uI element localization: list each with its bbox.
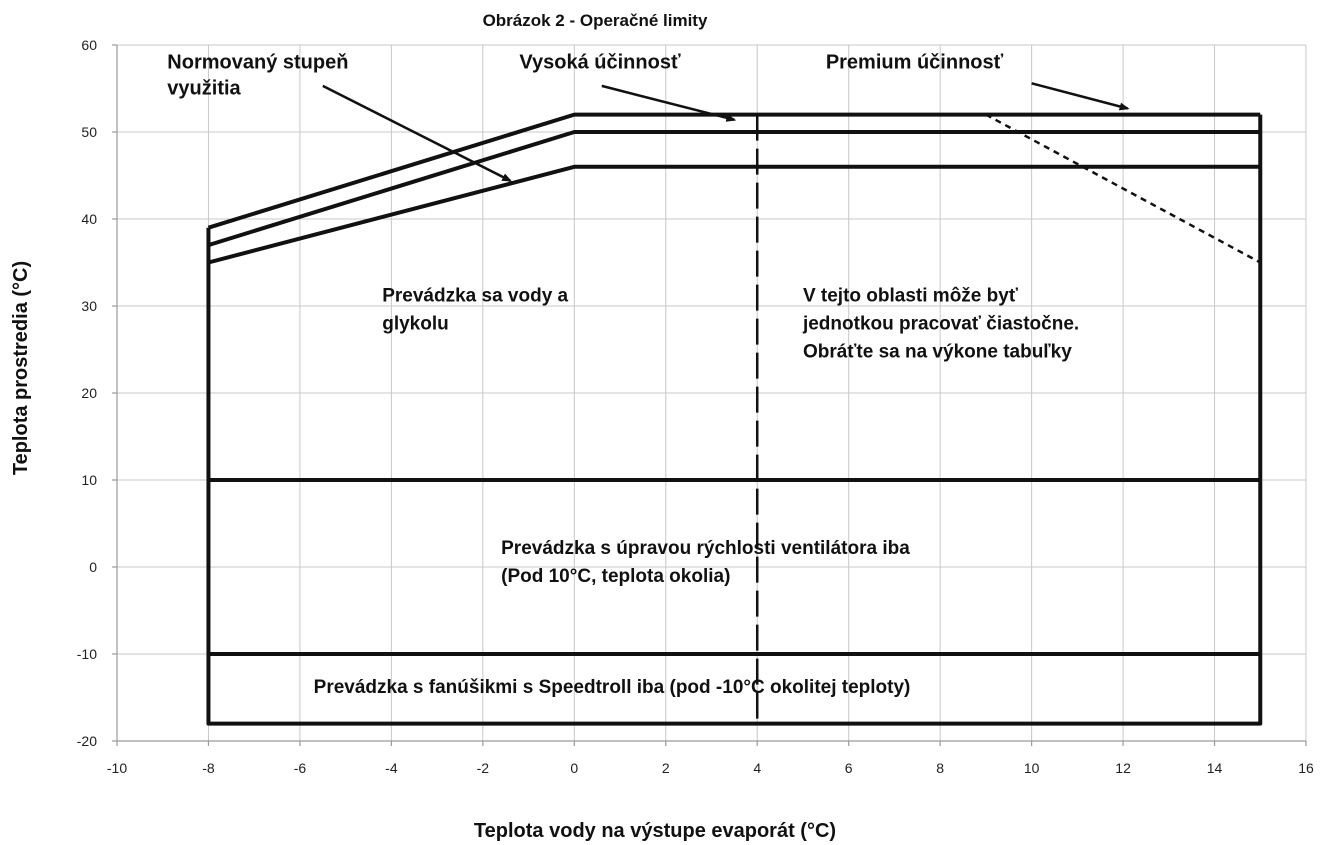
series-line-6 (206, 114, 1263, 726)
region-label-line: V tejto oblasti môže byť (803, 286, 1019, 307)
region-label-line: glykolu (382, 314, 449, 335)
region-label-line: jednotkou pracovať čiastočne. (802, 314, 1079, 335)
y-tick-label: 40 (81, 211, 97, 227)
region-label-2: V tejto oblasti môže byť jednotkou pracov… (802, 286, 1079, 363)
series (206, 112, 1263, 726)
y-tick-label: 60 (81, 37, 97, 53)
x-tick-label: -4 (385, 760, 398, 776)
y-tick-label: 30 (81, 298, 97, 314)
region-label-line: Prevádzka s úpravou rýchlosti ventilátor… (501, 538, 910, 559)
series-line-2 (207, 130, 1261, 248)
region-label-3: Prevádzka s úpravou rýchlosti ventilátor… (501, 538, 910, 587)
x-tick-label: 10 (1024, 760, 1040, 776)
region-label-line: (Pod 10°C, teplota okolia) (501, 566, 730, 587)
y-tick-label: 0 (89, 559, 97, 575)
x-tick-label: -2 (477, 760, 490, 776)
region-label-line: Obráťte sa na výkone tabuľky (803, 342, 1072, 363)
series-line-7 (985, 113, 1261, 264)
region-label-line: Prevádzka s fanúšikmi s Speedtroll iba (… (314, 677, 911, 698)
annotation-label-2: Vysoká účinnosť (519, 51, 681, 73)
annotations: Normovaný stupeň využitia Vysoká účinnosť P… (167, 51, 1130, 182)
y-tick-label: 50 (81, 124, 97, 140)
region-labels: Prevádzka sa vody a glykolu V tejto oblast… (314, 286, 1080, 699)
y-axis-label: Teplota prostredia (°C) (10, 261, 32, 475)
region-label-line: Prevádzka sa vody a (382, 286, 568, 307)
series-line-1 (207, 112, 1261, 230)
grid (116, 44, 1307, 742)
x-tick-label: -6 (294, 760, 307, 776)
x-tick-label: 16 (1298, 760, 1314, 776)
x-tick-label: -8 (202, 760, 215, 776)
annotation-label-line: Premium účinnosť (826, 51, 1004, 73)
x-axis-label: Teplota vody na výstupe evaporát (°C) (474, 820, 836, 842)
annotation-arrow-3 (1031, 82, 1130, 111)
annotation-label-3: Premium účinnosť (826, 51, 1004, 73)
annotation-label-line: Vysoká účinnosť (519, 51, 681, 73)
y-tick-label: 20 (81, 385, 97, 401)
x-tick-label: 4 (753, 760, 761, 776)
x-tick-label: 14 (1207, 760, 1223, 776)
series-line-3 (207, 164, 1261, 265)
y-tick-label: -20 (77, 733, 97, 749)
region-label-4: Prevádzka s fanúšikmi s Speedtroll iba (… (314, 677, 911, 698)
chart-title: Obrázok 2 - Operačné limity (483, 11, 708, 30)
annotation-label-line: Normovaný stupeň (167, 51, 348, 73)
x-tick-label: 6 (845, 760, 853, 776)
x-tick-label: 12 (1115, 760, 1131, 776)
y-tick-label: 10 (81, 472, 97, 488)
annotation-arrow-2 (601, 84, 737, 122)
x-tick-label: 0 (570, 760, 578, 776)
x-tick-label: 8 (936, 760, 944, 776)
y-tick-label: -10 (77, 646, 97, 662)
x-tick-label: -10 (107, 760, 127, 776)
region-label-1: Prevádzka sa vody a glykolu (382, 286, 568, 335)
annotation-label-line: využitia (167, 77, 241, 99)
annotation-label-1: Normovaný stupeň využitia (167, 51, 348, 99)
axes: -10 -8 -6 -4 -2 0 2 4 6 8 10 12 14 16-20-100102030405… (77, 37, 1314, 776)
x-tick-label: 2 (662, 760, 670, 776)
annotation-arrow-1 (322, 84, 513, 182)
